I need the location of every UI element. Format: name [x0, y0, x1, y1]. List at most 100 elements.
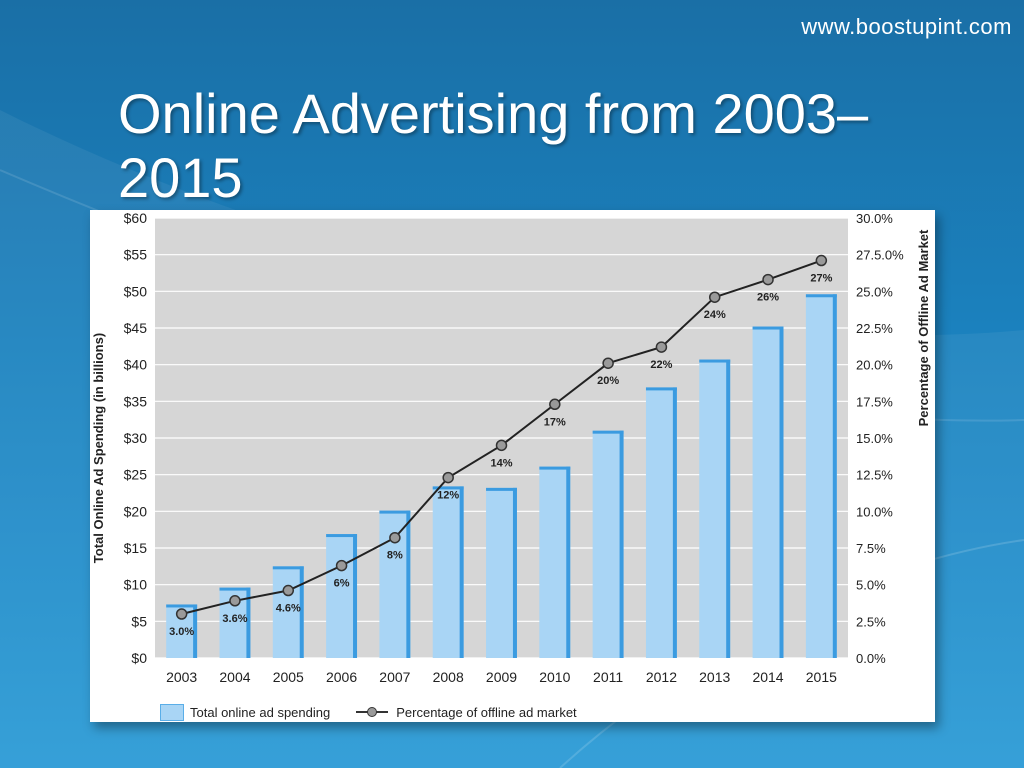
legend-item-bars: Total online ad spending	[190, 704, 331, 720]
data-label: 4.6%	[276, 603, 301, 615]
line-point-2009	[495, 439, 508, 452]
data-label: 26%	[757, 292, 779, 304]
left-axis-label: Total Online Ad Spending (in billions)	[91, 333, 106, 563]
data-label: 27%	[810, 273, 832, 285]
data-label: 17%	[544, 416, 566, 428]
x-tick-label: 2006	[326, 669, 357, 685]
legend-item-line: Percentage of offline ad market	[396, 704, 577, 720]
x-tick-label: 2004	[219, 669, 250, 685]
line-point-2007	[389, 531, 401, 544]
bar-top	[699, 359, 731, 363]
bar-top	[326, 534, 358, 538]
x-tick-label: 2013	[699, 669, 730, 685]
left-tick-label: $5	[131, 613, 147, 629]
bar-edge	[566, 466, 571, 658]
data-label: 3.6%	[222, 613, 247, 625]
data-label: 6%	[334, 578, 350, 590]
bar-2012	[645, 387, 677, 658]
line-point-2010	[549, 398, 561, 411]
slide-title: Online Advertising from 2003–2015	[118, 81, 869, 209]
bar-edge	[619, 430, 624, 658]
bar-edge	[832, 294, 837, 658]
left-tick-label: $60	[124, 210, 148, 226]
data-label: 20%	[597, 375, 619, 387]
line-point-2014	[762, 273, 774, 286]
x-axis-ticks: 2003 2004 2005 2006 2007 2008 2009 2010 2011 2012…	[166, 669, 837, 685]
legend-line-swatch	[356, 707, 389, 717]
bar-top	[592, 430, 624, 434]
bar-2015	[805, 294, 837, 658]
x-tick-label: 2010	[539, 669, 570, 685]
line-point-2015	[815, 254, 828, 267]
bar-2008	[432, 486, 464, 658]
line-point-2003	[175, 608, 188, 620]
legend-bar-swatch	[160, 703, 184, 721]
left-tick-label: $25	[124, 467, 148, 483]
x-tick-label: 2015	[806, 669, 837, 685]
right-axis-ticks: 0.0% 2.5% 5.0% 7.5% 10.0% 12.5% 15.0% 17.5% 20.0…	[856, 211, 904, 666]
left-tick-label: $0	[131, 650, 147, 666]
bar-2010	[539, 466, 571, 658]
bar-edge	[779, 326, 784, 658]
right-tick-label: 2.5%	[856, 614, 886, 629]
bar-edge	[672, 387, 677, 658]
left-tick-label: $35	[124, 393, 148, 409]
bar-edge	[246, 587, 251, 658]
x-tick-label: 2005	[273, 669, 304, 685]
bar-edge	[299, 566, 304, 658]
right-tick-label: 15.0%	[856, 431, 893, 446]
left-axis-ticks: $0 $5 $10 $15 $20 $25 $30 $35 $40 $45 $50 $55 $60	[124, 210, 148, 666]
bar-top	[379, 510, 411, 514]
bar-edge	[726, 359, 731, 658]
chart-panel: 3.0% 3.6% 4.6% 6% 8% 12% 14% 17% 20% 22% 24% 26% 27%…	[90, 210, 935, 722]
right-tick-label: 22.5%	[856, 321, 893, 336]
x-tick-label: 2003	[166, 669, 197, 685]
left-tick-label: $40	[124, 357, 148, 373]
data-label: 24%	[704, 309, 726, 321]
right-tick-label: 30.0%	[856, 211, 893, 226]
right-tick-label: 20.0%	[856, 358, 893, 373]
bar-edge	[512, 487, 517, 658]
left-tick-label: $20	[124, 503, 148, 519]
right-tick-label: 0.0%	[856, 651, 886, 666]
bar-edge	[406, 510, 411, 658]
right-tick-label: 7.5%	[856, 541, 886, 556]
bar-2011	[592, 430, 624, 658]
bar-top	[539, 466, 571, 470]
x-tick-label: 2014	[752, 669, 783, 685]
x-tick-label: 2011	[593, 669, 623, 685]
combo-chart: 3.0% 3.6% 4.6% 6% 8% 12% 14% 17% 20% 22% 24% 26% 27%…	[91, 210, 931, 685]
bar-top	[486, 487, 517, 491]
line-point-2006	[335, 559, 348, 572]
data-label: 22%	[650, 359, 672, 371]
bar-2013	[699, 359, 731, 658]
right-tick-label: 27.5.0%	[856, 248, 904, 263]
bar-top	[752, 326, 784, 330]
x-tick-label: 2008	[433, 669, 464, 685]
line-point-2012	[655, 341, 668, 353]
left-tick-label: $10	[124, 577, 148, 593]
data-label: 3.0%	[169, 626, 194, 638]
bar-2014	[752, 326, 784, 658]
bar-2009	[486, 487, 517, 658]
bar-2005	[272, 566, 304, 658]
left-tick-label: $55	[124, 247, 148, 263]
right-tick-label: 12.5%	[856, 468, 893, 483]
line-point-2005	[282, 584, 295, 597]
data-label: 12%	[437, 490, 459, 502]
left-tick-label: $45	[124, 320, 148, 336]
bar-top	[272, 566, 304, 570]
bar-series	[166, 294, 837, 658]
x-tick-label: 2012	[646, 669, 677, 685]
bar-edge	[353, 534, 358, 658]
x-tick-label: 2009	[486, 669, 517, 685]
left-tick-label: $30	[124, 430, 148, 446]
data-label: 8%	[387, 550, 403, 562]
line-point-2004	[229, 595, 241, 607]
right-tick-label: 17.5%	[856, 394, 893, 409]
right-tick-label: 5.0%	[856, 578, 886, 593]
line-point-2013	[708, 291, 721, 303]
left-tick-label: $50	[124, 283, 148, 299]
line-point-2008	[442, 471, 454, 484]
bar-top	[805, 294, 837, 298]
